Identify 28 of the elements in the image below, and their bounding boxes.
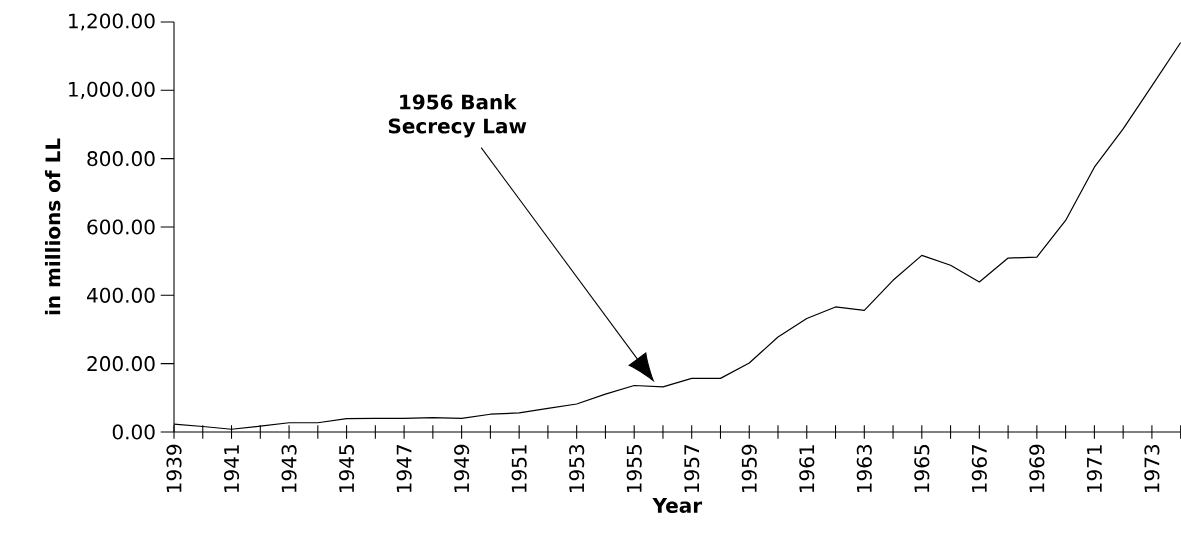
x-tick-label: 1961 xyxy=(799,445,815,493)
annotation: 1956 Bank Secrecy Law xyxy=(388,94,527,138)
y-tick-label: 400.00 xyxy=(86,287,155,303)
x-tick-label: 1951 xyxy=(511,445,527,493)
y-axis-title: in millions of LL xyxy=(44,138,61,315)
x-tick-label: 1953 xyxy=(569,444,585,493)
x-tick-label: 1945 xyxy=(339,445,355,493)
x-tick-label: 1967 xyxy=(971,445,987,493)
x-tick-label: 1943 xyxy=(281,444,297,493)
x-tick-label: 1939 xyxy=(166,444,182,493)
x-tick-label: 1963 xyxy=(856,444,872,493)
x-tick-label: 1947 xyxy=(396,445,412,493)
y-tick-label: 800.00 xyxy=(87,151,155,167)
x-tick-label: 1969 xyxy=(1029,444,1045,493)
y-tick-label: 1,200.00 xyxy=(69,13,155,31)
x-tick-label: 1941 xyxy=(223,445,240,493)
x-tick-label: 1959 xyxy=(741,444,757,493)
x-tick-label: 1965 xyxy=(914,445,930,493)
y-tick-label: 600.00 xyxy=(87,219,155,235)
y-tick-label: 200.00 xyxy=(87,356,155,372)
x-tick-label: 1973 xyxy=(1144,444,1160,493)
x-axis-title: Year xyxy=(652,498,703,513)
x-tick-label: 1955 xyxy=(626,445,642,493)
x-tick-label: 1971 xyxy=(1086,445,1102,493)
y-tick-label: 0.00 xyxy=(112,424,155,440)
x-tick-label: 1957 xyxy=(684,445,700,493)
y-tick-label: 1,000.00 xyxy=(69,81,155,99)
x-tick-label: 1949 xyxy=(454,444,470,493)
